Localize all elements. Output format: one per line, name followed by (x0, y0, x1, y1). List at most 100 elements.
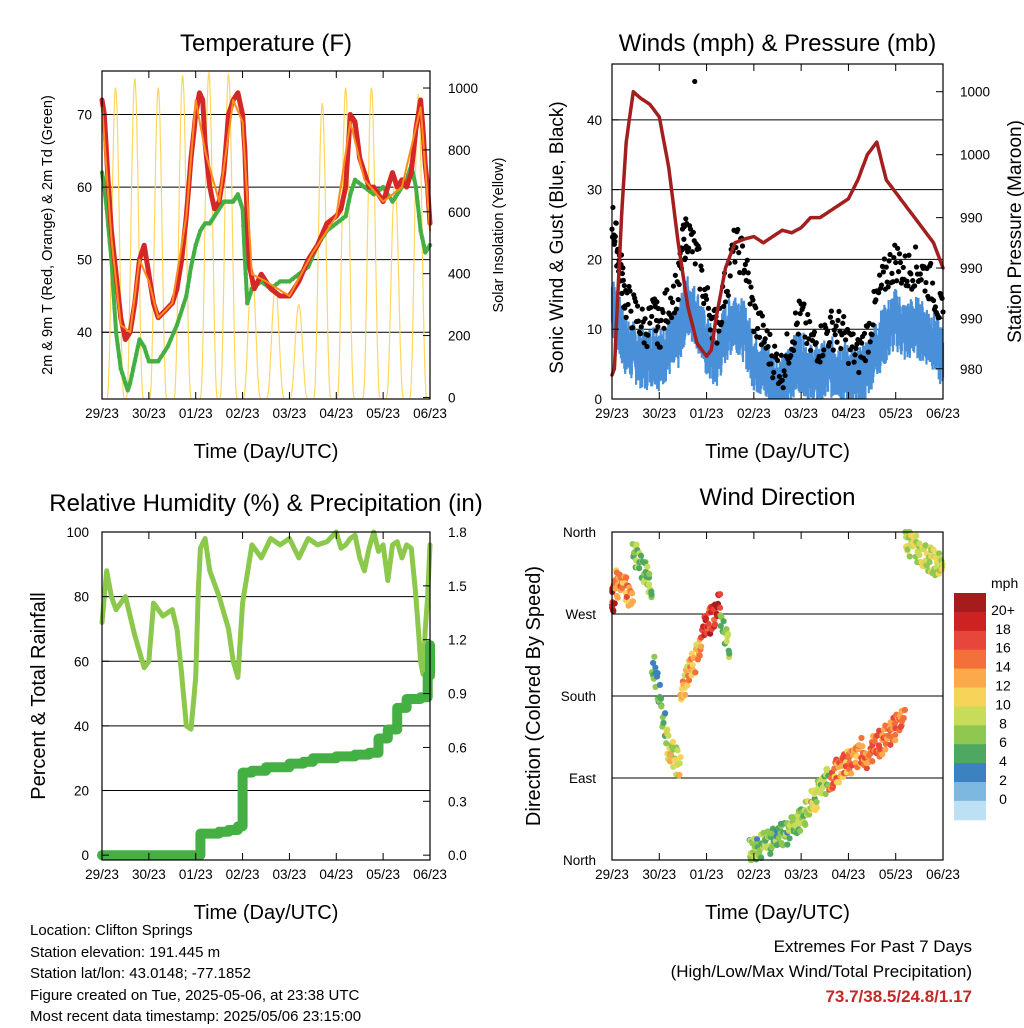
gust-point (792, 310, 799, 316)
direction-point (623, 574, 630, 581)
dewpoint-point (290, 276, 295, 282)
gust-point (820, 352, 826, 358)
recent-text: Most recent data timestamp: 2025/05/06 2… (30, 1008, 362, 1025)
dewpoint-point (238, 201, 244, 207)
y2-tick-label: 990 (960, 261, 983, 276)
gust-point (635, 318, 642, 324)
gust-point (865, 349, 871, 355)
gust-point (905, 283, 911, 289)
y-tick-label: East (569, 771, 596, 786)
y-tick-label: 0 (594, 392, 602, 407)
dewpoint-point (115, 342, 120, 347)
dewpoint-point (185, 284, 191, 289)
y-tick-label: 80 (74, 590, 89, 605)
dewpoint-point (337, 218, 342, 224)
direction-point (838, 762, 845, 770)
dewpoint-point (244, 286, 249, 291)
dewpoint-point (277, 279, 283, 284)
dewpoint-point (100, 175, 105, 180)
direction-point (698, 643, 705, 650)
x-tick-label: 05/23 (366, 867, 400, 882)
gust-point (862, 358, 869, 364)
direction-point (784, 841, 791, 848)
dewpoint-point (165, 344, 170, 349)
gust-point (704, 285, 711, 291)
gust-point (669, 299, 676, 305)
gust-point (895, 269, 902, 275)
y2-tick-label: 0.0 (448, 848, 467, 863)
y-axis-label: 2m & 9m T (Red, Orange) & 2m Td (Green) (40, 95, 56, 375)
solar-pulse (385, 180, 404, 399)
dewpoint-point (351, 182, 356, 187)
gust-point (859, 340, 865, 346)
direction-point (723, 638, 730, 645)
direction-point (726, 650, 733, 657)
direction-point (717, 622, 724, 630)
dewpoint-point (120, 371, 125, 376)
y2-tick-label: 1000 (960, 148, 990, 163)
gust-point (639, 306, 645, 312)
direction-point (887, 741, 894, 748)
direction-point (767, 850, 774, 858)
gust-point (936, 314, 942, 321)
dewpoint-point (246, 296, 252, 301)
y-tick-label: 30 (587, 183, 602, 198)
gust-point (756, 334, 763, 340)
y-tick-label: 60 (74, 654, 89, 669)
gust-point (922, 288, 928, 294)
gust-point (830, 347, 836, 353)
dewpoint-point (116, 354, 122, 359)
direction-point (629, 590, 636, 597)
gust-point (755, 325, 761, 332)
dewpoint-point (293, 274, 298, 279)
y2-tick-label: 800 (448, 143, 471, 158)
x-tick-label: 06/23 (413, 867, 447, 882)
gust-point (881, 256, 887, 262)
gust-point (831, 327, 837, 333)
gust-point (850, 331, 856, 337)
dewpoint-point (112, 305, 117, 311)
x-tick-label: 02/23 (737, 406, 771, 421)
gust-point (750, 297, 756, 303)
dewpoint-point (416, 213, 422, 219)
gust-point (748, 284, 754, 290)
y2-tick-label: 0.6 (448, 740, 467, 755)
colorbar-swatch (954, 593, 986, 613)
x-tick-label: 30/23 (132, 867, 166, 882)
direction-point (611, 600, 618, 607)
direction-point (653, 673, 661, 680)
dewpoint-point (248, 291, 253, 296)
series-relative-humidity (99, 529, 433, 732)
direction-point (813, 798, 820, 806)
x-tick-label: 04/23 (832, 406, 866, 421)
dewpoint-point (102, 192, 108, 197)
series-9m-t (101, 99, 431, 334)
direction-point (645, 581, 653, 588)
colorbar-label: 10 (995, 696, 1011, 712)
gust-point (778, 352, 784, 358)
gust-point (795, 331, 801, 337)
gust-point (929, 280, 936, 286)
y-tick-label: 100 (66, 525, 89, 540)
gust-point (838, 345, 844, 352)
x-tick-label: 03/23 (273, 867, 307, 882)
gust-point (784, 331, 790, 337)
gust-point (762, 336, 768, 342)
solar-pulse (199, 71, 218, 399)
dewpoint-point (156, 359, 161, 364)
gust-point (626, 283, 632, 290)
y2-tick-label: 1.2 (448, 633, 467, 648)
chart-title: Relative Humidity (%) & Precipitation (i… (49, 490, 482, 517)
gust-point (613, 220, 619, 226)
gust-point (737, 269, 743, 276)
direction-point (652, 664, 659, 671)
direction-point (696, 652, 703, 659)
dewpoint-point (412, 177, 417, 183)
gust-point (912, 283, 918, 289)
direction-point (717, 591, 724, 598)
series-2m-t (99, 90, 433, 342)
gust-point (703, 296, 710, 302)
gust-point (759, 313, 765, 319)
gust-point (852, 352, 858, 358)
gust-point (698, 263, 704, 269)
